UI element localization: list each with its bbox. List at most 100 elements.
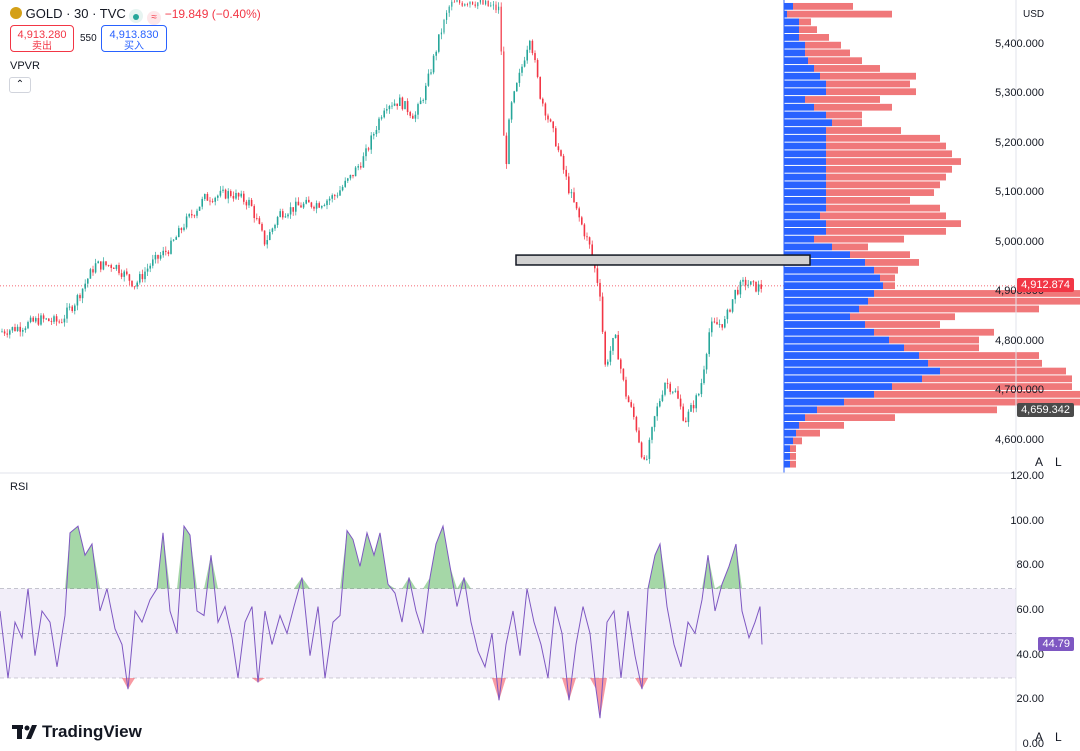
candle-up <box>66 307 68 319</box>
auto-scale-button[interactable]: A <box>1035 455 1044 469</box>
volume-profile-down-bar <box>814 103 892 111</box>
candle-up <box>653 416 656 428</box>
candle-down <box>180 228 183 231</box>
candle-up <box>235 192 237 199</box>
candle-up <box>417 104 419 115</box>
volume-profile-down-bar <box>796 429 820 437</box>
rsi-tick-label: 0.00 <box>1022 738 1044 750</box>
candle-down <box>243 193 245 202</box>
candle-up <box>178 228 180 238</box>
candle-down <box>131 280 133 287</box>
candle-up <box>700 383 703 395</box>
rsi-overbought-fill <box>204 555 211 589</box>
volume-profile-up-bar <box>784 103 814 111</box>
rsi-oversold-fill <box>252 678 258 683</box>
volume-profile-down-bar <box>874 290 1080 297</box>
volume-profile-down-bar <box>805 96 880 103</box>
candle-up <box>102 261 105 270</box>
candle-up <box>201 198 203 207</box>
candle-down <box>620 359 622 369</box>
candle-up <box>87 278 89 284</box>
candle-up <box>659 401 661 407</box>
rsi-overbought-fill <box>340 530 347 589</box>
collapse-chevron-icon[interactable]: ⌃ <box>9 77 31 93</box>
candle-up <box>516 82 518 92</box>
candle-up <box>607 361 609 365</box>
volume-profile-down-bar <box>865 321 940 328</box>
candle-up <box>295 201 297 212</box>
candle-down <box>588 237 591 245</box>
candle-up <box>289 207 292 215</box>
candle-up <box>35 318 37 322</box>
rsi-label[interactable]: RSI <box>10 481 29 493</box>
log-scale-button[interactable]: L <box>1055 455 1062 469</box>
candle-down <box>630 402 632 407</box>
volume-profile-down-bar <box>874 390 1080 398</box>
volume-profile-up-bar <box>784 119 832 127</box>
volume-profile-down-bar <box>904 344 979 352</box>
volume-profile-up-bar <box>784 313 850 321</box>
rsi-line <box>0 524 763 719</box>
candle-down <box>224 189 227 199</box>
buy-button[interactable]: 4,913.830 买入 <box>101 25 167 52</box>
price-tick-label: 4,600.000 <box>995 433 1044 446</box>
candle-up <box>521 66 523 73</box>
candle-up <box>81 288 84 299</box>
candle-up <box>490 5 492 7</box>
currency-label[interactable]: USD <box>1023 9 1045 20</box>
candle-up <box>266 240 268 245</box>
candle-down <box>107 265 110 266</box>
symbol-header[interactable]: GOLD · 30 · TVC ≈ −19.849 (−0.40%) <box>10 6 261 25</box>
rsi-auto-scale-button[interactable]: A <box>1035 730 1044 744</box>
candle-up <box>196 210 198 216</box>
volume-profile-down-bar <box>814 235 904 243</box>
candle-up <box>365 148 367 157</box>
volume-profile-down-bar <box>928 359 1042 367</box>
volume-profile-down-bar <box>850 251 910 259</box>
candle-down <box>682 406 684 421</box>
candle-down <box>92 269 94 273</box>
volume-profile-up-bar <box>784 165 826 173</box>
candle-down <box>534 53 536 61</box>
volume-profile-up-bar <box>784 41 805 49</box>
candle-down <box>713 321 716 323</box>
volume-profile-up-bar <box>784 134 826 142</box>
candle-up <box>136 282 138 287</box>
candle-down <box>61 322 63 324</box>
candle-down <box>495 4 497 11</box>
candle-up <box>456 0 458 2</box>
gold-logo-icon <box>10 7 22 19</box>
candle-up <box>227 191 229 199</box>
rsi-tick-label: 60.00 <box>1016 604 1044 616</box>
candle-up <box>695 395 697 409</box>
candle-down <box>635 416 638 431</box>
candle-up <box>703 369 705 384</box>
candle-down <box>256 218 258 219</box>
candle-down <box>459 0 461 3</box>
candle-down <box>318 203 320 208</box>
volume-profile-up-bar <box>784 158 826 165</box>
candle-down <box>133 286 136 288</box>
candle-down <box>472 1 474 5</box>
candle-up <box>347 178 349 181</box>
rsi-overbought-fill <box>360 532 367 589</box>
volume-profile-down-bar <box>805 41 841 49</box>
candle-down <box>604 331 606 365</box>
volume-profile-up-bar <box>784 375 922 383</box>
candle-down <box>412 115 414 119</box>
candle-up <box>739 281 742 295</box>
rsi-log-scale-button[interactable]: L <box>1055 730 1062 744</box>
vpvr-label[interactable]: VPVR <box>10 60 40 72</box>
candle-up <box>1 331 3 333</box>
volume-profile-up-bar <box>784 26 799 34</box>
sell-button[interactable]: 4,913.280 卖出 <box>10 25 74 52</box>
candle-up <box>74 305 76 312</box>
candle-down <box>113 267 115 269</box>
candle-down <box>230 191 232 196</box>
price-candles <box>1 0 762 464</box>
candle-down <box>560 150 562 156</box>
candle-up <box>523 60 526 67</box>
candle-down <box>627 396 630 403</box>
price-change: −19.849 (−0.40%) <box>164 7 261 21</box>
